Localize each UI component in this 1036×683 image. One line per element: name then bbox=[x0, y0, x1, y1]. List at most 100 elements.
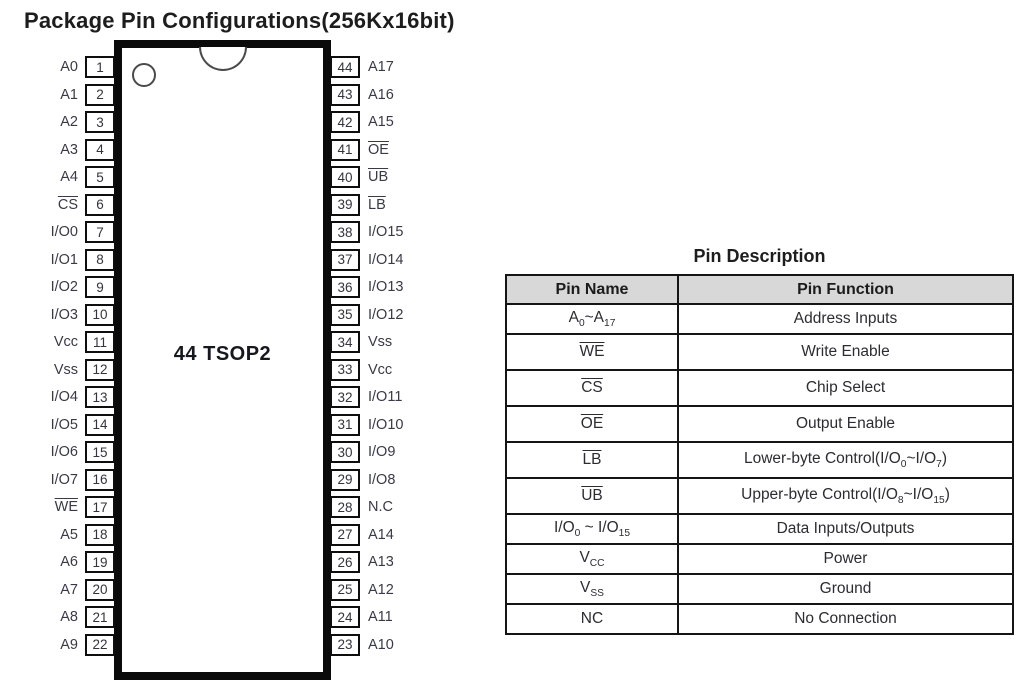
pin-number-box: 29 bbox=[330, 468, 360, 491]
pin-number-box: 14 bbox=[85, 413, 115, 436]
table-row: OE Output Enable bbox=[505, 405, 1014, 443]
pin-label: Vcc bbox=[368, 361, 393, 378]
pin-row-left-4: A3 4 bbox=[20, 138, 115, 161]
pin-label: Vcc bbox=[53, 334, 78, 350]
pin-number-box: 27 bbox=[330, 523, 360, 546]
pin-row-right-37: 37 I/O14 bbox=[330, 248, 404, 271]
pin-number-box: 9 bbox=[85, 276, 115, 298]
pin-number-box: 1 bbox=[85, 56, 115, 78]
pin-function-cell: Ground bbox=[677, 573, 1014, 605]
pin-label: I/O14 bbox=[368, 251, 404, 268]
text-segment: ~A bbox=[584, 308, 605, 326]
pin-number-box: 24 bbox=[330, 606, 360, 628]
pin-row-left-3: A2 3 bbox=[20, 111, 115, 133]
text-segment: A bbox=[568, 308, 579, 326]
pin-name-header: Pin Name bbox=[505, 274, 679, 305]
pin-row-left-22: A9 22 bbox=[20, 633, 115, 656]
pin-number-box: 2 bbox=[85, 83, 115, 106]
pin-number-box: 31 bbox=[330, 413, 360, 436]
pin-row-left-21: A8 21 bbox=[20, 606, 115, 628]
pin-description-title: Pin Description bbox=[693, 246, 826, 266]
text-segment: ) bbox=[941, 449, 948, 467]
pin-row-right-33: 33 Vcc bbox=[330, 358, 393, 381]
text-segment: OE bbox=[580, 415, 604, 432]
pin-row-left-8: I/O1 8 bbox=[20, 248, 115, 271]
pin-function-cell: Upper-byte Control(I/O8~I/O15) bbox=[677, 477, 1014, 515]
pin-label: I/O15 bbox=[368, 224, 404, 240]
pin-number-box: 8 bbox=[85, 248, 115, 271]
pin-number-box: 17 bbox=[85, 496, 115, 518]
pin-label: I/O8 bbox=[368, 471, 396, 488]
pin-number-box: 34 bbox=[330, 331, 360, 353]
pin-label: A14 bbox=[368, 526, 394, 543]
pin-label: A2 bbox=[60, 114, 78, 130]
pin-number-box: 28 bbox=[330, 496, 360, 518]
subscript-text: 17 bbox=[604, 318, 616, 330]
pin-number-box: 43 bbox=[330, 83, 360, 106]
pin-number-box: 5 bbox=[85, 166, 115, 188]
pin-row-right-44: 44 A17 bbox=[330, 56, 394, 78]
pin-label: I/O6 bbox=[50, 444, 78, 460]
pin-number-box: 10 bbox=[85, 303, 115, 326]
pin-label: A10 bbox=[368, 636, 394, 653]
pin-row-right-30: 30 I/O9 bbox=[330, 441, 395, 463]
pin-row-left-17: WE 17 bbox=[20, 496, 115, 518]
pin-number-box: 15 bbox=[85, 441, 115, 463]
pin-number-box: 11 bbox=[85, 331, 115, 353]
table-header-row: Pin Name Pin Function bbox=[505, 274, 1014, 305]
text-segment: ~ I/O bbox=[580, 518, 619, 536]
pin-row-right-31: 31 I/O10 bbox=[330, 413, 403, 436]
table-row: VSS Ground bbox=[505, 573, 1014, 605]
pin-row-left-20: A7 20 bbox=[20, 578, 115, 601]
pin-number-box: 12 bbox=[85, 358, 115, 381]
pin-row-left-14: I/O5 14 bbox=[20, 413, 115, 436]
pin-name-cell: A0~A17 bbox=[505, 303, 679, 335]
pin-row-left-2: A1 2 bbox=[20, 83, 115, 106]
pin-number-box: 44 bbox=[330, 56, 360, 78]
pin-number-box: 40 bbox=[330, 166, 360, 188]
pin-row-right-41: 41 OE bbox=[330, 138, 389, 161]
pin-name-cell: VCC bbox=[505, 543, 679, 575]
pin-description-table: Pin Name Pin Function A0~A17 Address Inpu… bbox=[505, 274, 1014, 635]
subscript-text: 8 bbox=[897, 495, 904, 507]
pin-label: A5 bbox=[60, 526, 78, 543]
subscript-text: 0 bbox=[578, 318, 585, 330]
pin-label: I/O0 bbox=[50, 224, 78, 240]
pin-row-left-5: A4 5 bbox=[20, 166, 115, 188]
pin-label: A17 bbox=[368, 59, 394, 75]
pin-number-box: 7 bbox=[85, 221, 115, 243]
pin-row-right-27: 27 A14 bbox=[330, 523, 394, 546]
pin-label: Vss bbox=[368, 334, 393, 350]
pin-name-cell: VSS bbox=[505, 573, 679, 605]
pin-function-cell: Data Inputs/Outputs bbox=[677, 513, 1014, 545]
pin-label: A11 bbox=[368, 609, 393, 625]
pin-label: I/O9 bbox=[368, 444, 396, 460]
pin-name-cell: UB bbox=[505, 477, 679, 515]
chip-body: 44 TSOP2 bbox=[114, 40, 331, 680]
text-segment: V bbox=[579, 548, 590, 566]
page-title: Package Pin Configurations(256Kx16bit) bbox=[24, 8, 455, 33]
table-row: LB Lower-byte Control(I/O0~I/O7) bbox=[505, 441, 1014, 479]
pin-row-right-28: 28 N.C bbox=[330, 496, 393, 518]
pin-number-box: 32 bbox=[330, 386, 360, 408]
pin-row-right-32: 32 I/O11 bbox=[330, 386, 402, 408]
pin-row-left-18: A5 18 bbox=[20, 523, 115, 546]
pin-row-right-35: 35 I/O12 bbox=[330, 303, 403, 326]
pin-row-left-9: I/O2 9 bbox=[20, 276, 115, 298]
pin-label: A1 bbox=[60, 86, 78, 103]
text-segment: ~I/O bbox=[903, 485, 934, 503]
pin-function-cell: Power bbox=[677, 543, 1014, 575]
pin-number-box: 23 bbox=[330, 633, 360, 656]
pin-label: N.C bbox=[368, 499, 393, 515]
pin-label: I/O2 bbox=[50, 279, 78, 295]
pin-row-right-40: 40 UB bbox=[330, 166, 388, 188]
text-segment: V bbox=[580, 578, 591, 596]
subscript-text: 0 bbox=[574, 528, 581, 540]
pin-number-box: 4 bbox=[85, 138, 115, 161]
pin-row-left-19: A6 19 bbox=[20, 551, 115, 573]
table-row: WE Write Enable bbox=[505, 333, 1014, 371]
text-segment: ) bbox=[944, 485, 950, 503]
pin-number-box: 37 bbox=[330, 248, 360, 271]
pin-label: OE bbox=[368, 141, 389, 158]
pin-number-box: 6 bbox=[85, 193, 115, 216]
